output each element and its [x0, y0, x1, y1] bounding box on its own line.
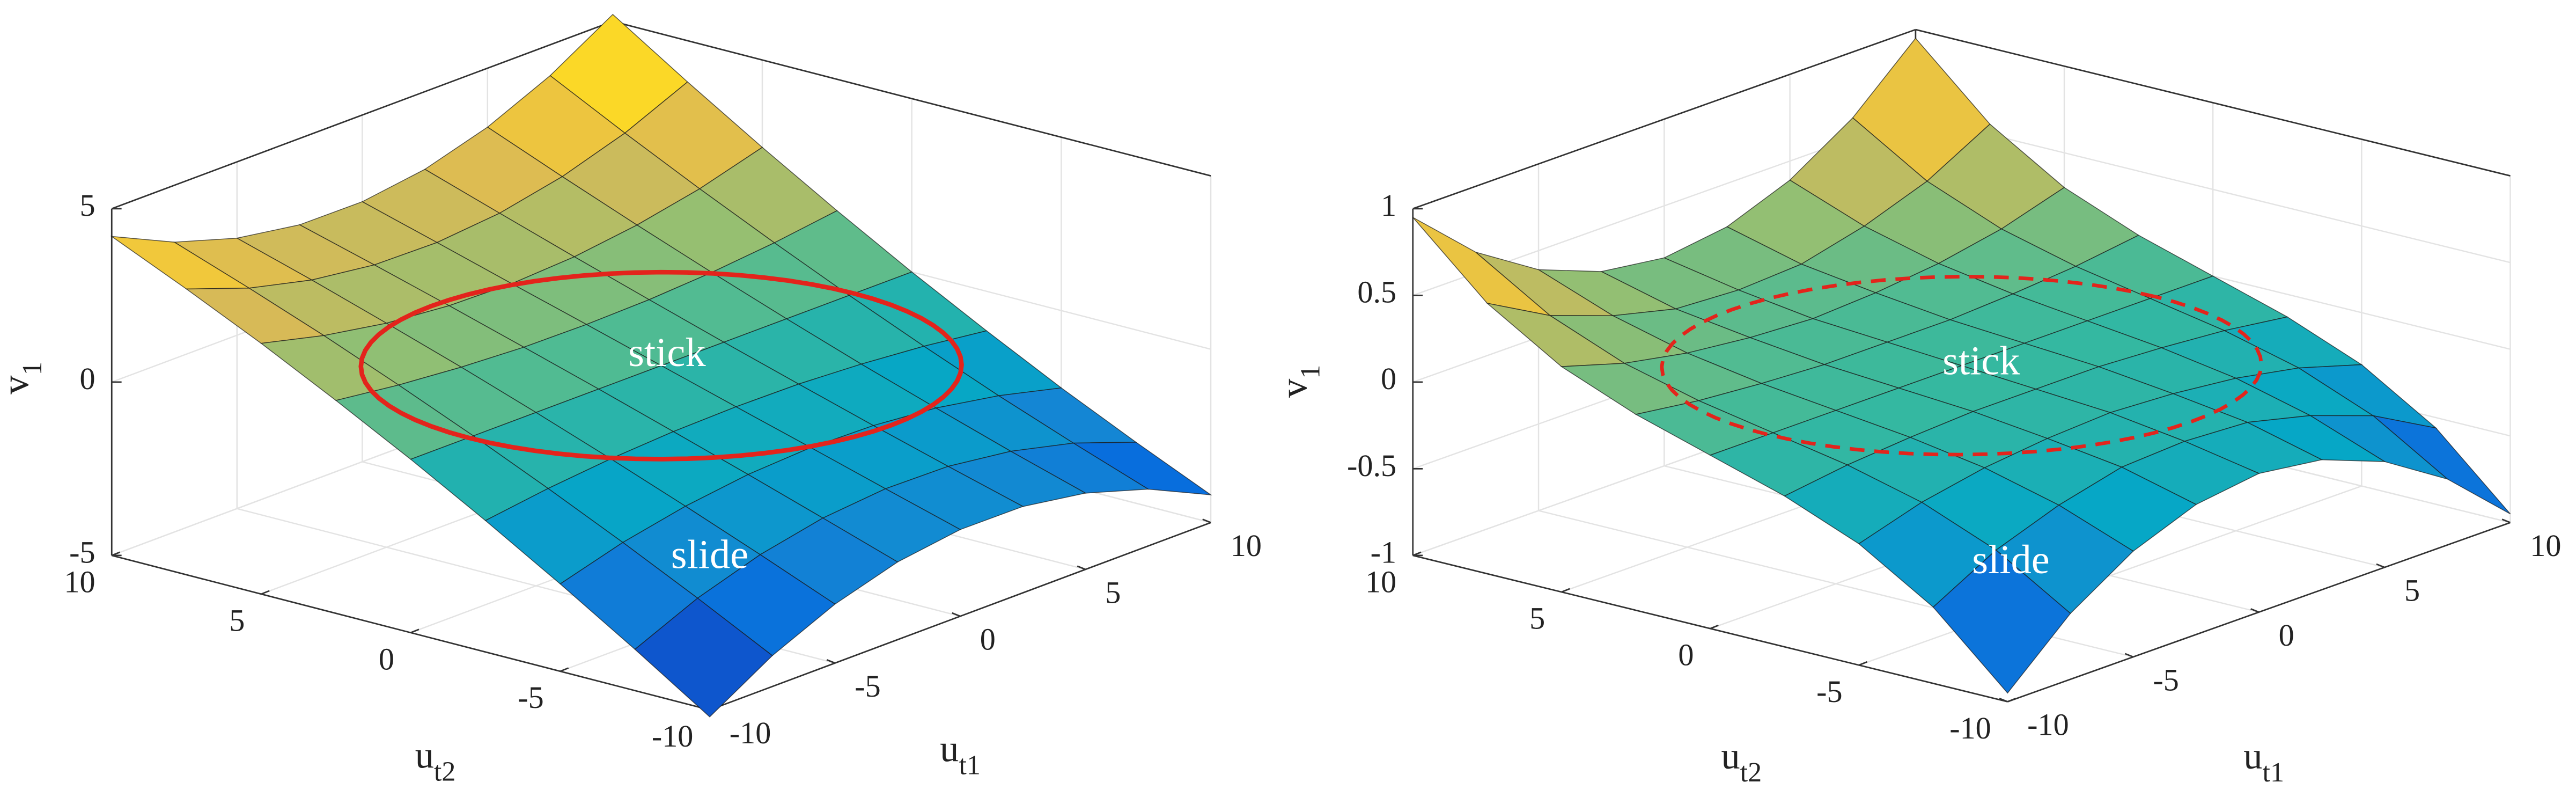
zlabel-base: v	[1274, 378, 1315, 398]
xlabel-base: u	[940, 728, 959, 770]
y-tick-label: 5	[1529, 601, 1545, 636]
x-tick	[2124, 653, 2134, 658]
ylabel-sub: t2	[434, 757, 455, 787]
ylabel-base: u	[415, 735, 434, 777]
ylabel-title: ut2	[415, 735, 456, 787]
y-tick-label: -10	[1949, 711, 1991, 745]
y-tick	[1412, 551, 1422, 557]
y-tick	[111, 551, 121, 557]
x-tick-label: -5	[855, 669, 880, 704]
z-tick-label: -5	[69, 535, 95, 569]
box-edge	[1412, 28, 1916, 210]
surface-patch	[634, 597, 773, 718]
x-tick-label: -10	[730, 715, 771, 750]
x-tick	[2250, 608, 2259, 613]
y-tick-label: -5	[518, 680, 543, 715]
z-tick-label: -0.5	[1347, 448, 1396, 483]
surface-patch	[1932, 549, 2071, 694]
xlabel-title: ut1	[940, 728, 981, 780]
xlabel-sub: t1	[959, 750, 980, 781]
y-tick	[261, 590, 270, 595]
y-tick-label: 0	[1678, 638, 1694, 672]
x-tick-label: 0	[2279, 618, 2294, 653]
zlabel-sub: 1	[17, 362, 48, 376]
zlabel-base: v	[0, 375, 37, 394]
z-tick-label: 1	[1381, 188, 1396, 223]
y-tick	[560, 667, 569, 672]
z-tick-label: -1	[1371, 535, 1396, 569]
x-tick	[1202, 518, 1211, 523]
annotation: slide	[1972, 537, 2050, 582]
x-tick-label: 10	[1231, 528, 1262, 563]
y-tick-label: -10	[652, 719, 694, 754]
y-tick	[410, 628, 419, 634]
y-tick-label: 10	[1365, 564, 1396, 599]
y-tick-label: 0	[379, 641, 394, 676]
zlabel-sub: 1	[1296, 365, 1326, 379]
grid-line	[1858, 485, 2362, 666]
box-edge	[111, 20, 613, 210]
y-tick-label: -5	[1816, 674, 1842, 709]
ylabel-title: ut2	[1721, 735, 1762, 788]
y-tick	[2007, 698, 2016, 703]
x-tick	[1999, 698, 2008, 703]
z-tick-label: 0	[80, 361, 95, 396]
y-tick-label: 5	[229, 603, 245, 638]
zlabel-title: v1	[1274, 365, 1326, 398]
x-tick	[826, 659, 836, 664]
z-tick-label: 0	[1381, 361, 1396, 396]
x-tick-label: -5	[2153, 662, 2178, 697]
x-tick	[2376, 563, 2385, 568]
x-tick-label: 5	[1105, 575, 1121, 610]
z-tick-label: 0.5	[1357, 275, 1396, 310]
y-tick-label: 10	[64, 564, 95, 599]
z-tick-label: 5	[80, 188, 95, 223]
x-tick-label: -10	[2027, 707, 2069, 742]
y-tick	[1561, 588, 1570, 593]
grid-line	[1915, 115, 2511, 264]
x-tick	[2501, 518, 2511, 523]
xlabel-title: ut1	[2243, 735, 2284, 788]
x-tick	[952, 612, 961, 617]
annotation: stick	[628, 330, 706, 375]
annotation: slide	[671, 532, 749, 577]
x-tick-label: 0	[980, 622, 996, 657]
ylabel-base: u	[1721, 735, 1740, 777]
y-tick	[1858, 661, 1868, 666]
zlabel-title: v1	[0, 362, 48, 394]
annotation: stick	[1942, 338, 2020, 383]
stick-boundary	[358, 269, 964, 462]
box-edge	[612, 20, 1211, 177]
box-edge	[1915, 28, 2511, 177]
x-tick-label: 10	[2530, 528, 2561, 563]
xlabel-sub: t1	[2262, 758, 2284, 788]
x-tick-label: 5	[2404, 573, 2420, 608]
ylabel-sub: t2	[1740, 758, 1762, 788]
xlabel-base: u	[2243, 735, 2262, 777]
stick-boundary	[1660, 275, 2263, 457]
x-tick	[1077, 565, 1086, 571]
y-tick	[1710, 624, 1719, 630]
